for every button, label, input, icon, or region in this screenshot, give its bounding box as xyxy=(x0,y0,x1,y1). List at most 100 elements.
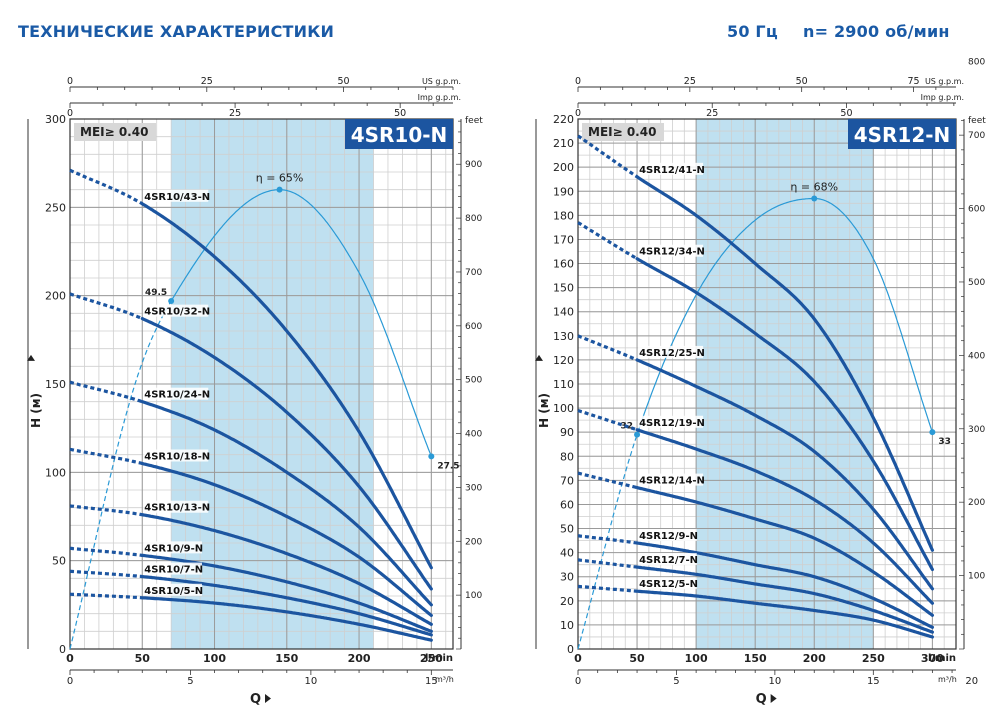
y-tick-label: 100 xyxy=(553,402,574,415)
feet-tick-label: 500 xyxy=(968,278,985,288)
series-label: 4SR12/19-N xyxy=(639,418,705,429)
feet-tick-label: 100 xyxy=(968,572,985,582)
y-tick-label: 80 xyxy=(560,450,574,463)
series-label: 4SR12/9-N xyxy=(639,531,698,542)
efficiency-curve xyxy=(170,189,432,457)
frequency-label: 50 Гц xyxy=(727,22,778,41)
y-tick-label: 220 xyxy=(553,113,574,126)
y-tick-label: 70 xyxy=(560,474,574,487)
model-badge-label: 4SR10-N xyxy=(351,123,448,147)
imp-gpm-tick-label: 50 xyxy=(840,108,852,119)
m3h-tick-label: 20 xyxy=(965,676,978,687)
y-tick-label: 300 xyxy=(45,113,66,126)
series-label-bg xyxy=(638,415,704,428)
feet-tick-label: 400 xyxy=(465,430,482,440)
pump-curve xyxy=(140,596,433,642)
x-tick-label: 200 xyxy=(803,652,826,665)
y-arrow-icon xyxy=(27,354,35,361)
pump-curve-dashed xyxy=(69,168,144,206)
pump-curve-dashed xyxy=(577,471,638,490)
m3h-tick-label: 5 xyxy=(187,676,193,687)
feet-unit: feet xyxy=(465,116,483,126)
us-gpm-tick-label: 50 xyxy=(796,76,808,87)
x-tick-label: 200 xyxy=(348,652,371,665)
feet-tick-label: 900 xyxy=(465,160,482,170)
m3h-tick-label: 10 xyxy=(305,676,318,687)
y-tick-label: 10 xyxy=(560,619,574,632)
pump-curve xyxy=(635,486,934,617)
x-tick-label: 150 xyxy=(744,652,767,665)
pump-curve xyxy=(635,589,934,639)
m3h-tick-label: 10 xyxy=(769,676,782,687)
x-tick-label: 50 xyxy=(135,652,151,665)
pump-curve xyxy=(635,358,934,591)
series-label: 4SR10/32-N xyxy=(144,307,210,318)
efficiency-point xyxy=(428,453,435,460)
series-label: 4SR12/5-N xyxy=(639,579,698,590)
pump-curve xyxy=(635,541,934,629)
feet-tick-label: 100 xyxy=(465,591,482,601)
pump-curve xyxy=(140,513,433,626)
mei-label: MEI≥ 0.40 xyxy=(588,125,656,139)
pump-curve-dashed xyxy=(577,334,638,362)
pump-curve-dashed xyxy=(69,292,143,321)
pump-curve xyxy=(635,428,934,605)
efficiency-curve xyxy=(636,197,933,435)
pump-curve xyxy=(140,400,433,607)
y-tick-label: 120 xyxy=(553,354,574,367)
pump-curve-dashed xyxy=(69,592,143,600)
pump-curve-dashed xyxy=(577,221,638,261)
efficiency-point xyxy=(811,195,818,202)
pump-curve xyxy=(140,553,433,633)
plot-frame xyxy=(577,118,957,650)
series-label-bg xyxy=(143,562,202,575)
series-label-bg xyxy=(638,162,704,175)
pump-curve-dashed xyxy=(69,546,143,557)
feet-tick-label: 600 xyxy=(465,322,482,332)
x-tick-label: 100 xyxy=(685,652,708,665)
m3h-tick-label: 15 xyxy=(425,676,438,687)
efficiency-point xyxy=(634,431,641,438)
us-gpm-unit: US g.p.m. xyxy=(925,77,964,86)
pump-curve xyxy=(635,565,934,634)
m3h-tick-label: 5 xyxy=(673,676,679,687)
us-gpm-tick-label: 75 xyxy=(907,76,919,87)
pump-curve xyxy=(635,175,934,552)
efficiency-point xyxy=(929,429,936,436)
y-tick-label: 90 xyxy=(560,426,574,439)
feet-tick-label: 200 xyxy=(968,498,985,508)
series-label-bg xyxy=(143,189,209,202)
series-label: 4SR12/41-N xyxy=(639,165,705,176)
pump-curve-dashed xyxy=(577,408,638,432)
pump-curve-dashed xyxy=(577,584,638,593)
series-label-bg xyxy=(638,473,704,486)
us-gpm-tick-label: 50 xyxy=(338,76,350,87)
imp-gpm-tick-label: 25 xyxy=(706,108,718,119)
y-tick-label: 190 xyxy=(553,185,574,198)
us-gpm-tick-label: 25 xyxy=(684,76,696,87)
y-tick-label: 0 xyxy=(59,643,66,656)
efficiency-curve-dashed xyxy=(69,300,172,650)
feet-tick-label: 800 xyxy=(968,58,985,68)
y-tick-label: 40 xyxy=(560,547,574,560)
pump-curve-dashed xyxy=(69,447,143,466)
m3h-unit-label: m³/h xyxy=(435,675,454,684)
imp-gpm-tick-label: 0 xyxy=(67,108,73,119)
pump-curve-dashed xyxy=(69,380,143,404)
page-title: ТЕХНИЧЕСКИЕ ХАРАКТЕРИСТИКИ xyxy=(18,22,335,41)
imp-gpm-tick-label: 0 xyxy=(575,108,581,119)
y-tick-label: 140 xyxy=(553,306,574,319)
pump-curve-dashed xyxy=(577,134,638,179)
y-tick-label: 50 xyxy=(52,555,66,568)
feet-tick-label: 700 xyxy=(465,268,482,278)
y-tick-label: 100 xyxy=(45,466,66,479)
series-label-bg xyxy=(143,500,209,513)
y-tick-label: 210 xyxy=(553,137,574,150)
pump-curve-dashed xyxy=(69,569,143,579)
x-axis-label: Q xyxy=(756,692,767,707)
y-tick-label: 200 xyxy=(45,290,66,303)
series-label-bg xyxy=(143,387,209,400)
x-arrow-icon xyxy=(265,694,272,703)
feet-tick-label: 300 xyxy=(968,425,985,435)
